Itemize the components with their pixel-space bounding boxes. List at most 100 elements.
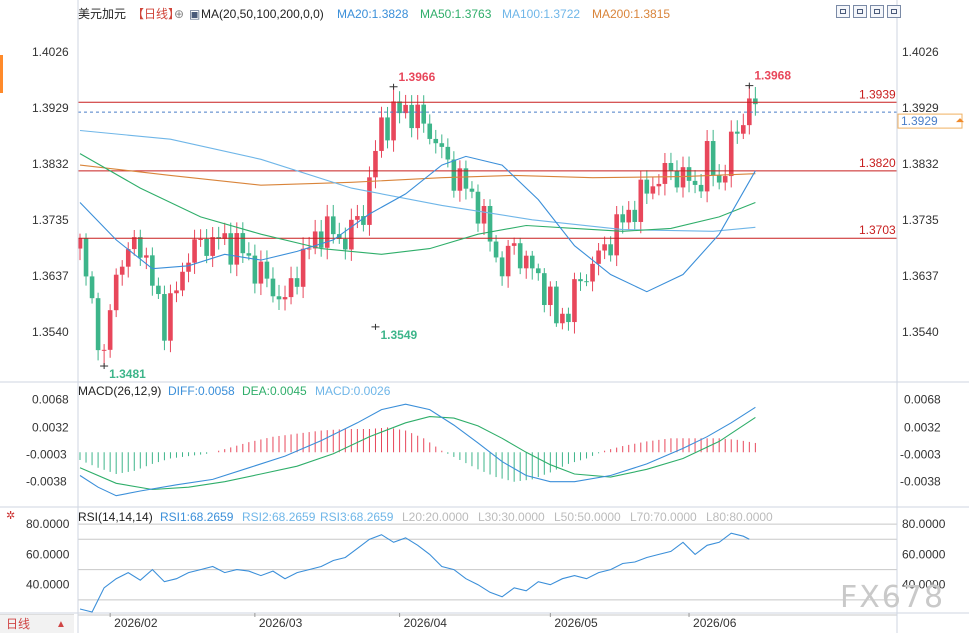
candle-body [542, 273, 547, 306]
zoom-out-button[interactable] [853, 5, 867, 18]
rsi-tick-label: 60.0000 [902, 547, 946, 561]
candle-body [101, 349, 107, 351]
candle-body [463, 168, 469, 189]
candle-body [710, 141, 716, 176]
candle-body [282, 297, 288, 300]
rsi-label: RSI(14,14,14) [78, 510, 153, 524]
price-pane[interactable]: 1.3939 1.3820 1.3703 1.3929 1.3481 1.3549 1.39… [77, 69, 964, 381]
candle-body [662, 162, 668, 184]
candle-body [373, 150, 378, 178]
candle-body [252, 255, 258, 284]
candle-body [722, 176, 728, 183]
info-icon[interactable]: ⊕ [174, 7, 184, 21]
candle-body [614, 214, 619, 256]
rsi-pane[interactable] [78, 523, 897, 616]
candle-body [584, 281, 589, 283]
macd-pane[interactable] [79, 403, 756, 497]
candle-body [379, 117, 384, 151]
rsi-l20: L20:20.0000 [402, 510, 469, 524]
candle-body [439, 143, 445, 147]
fit-button[interactable] [870, 5, 884, 18]
horizontal-level-label: 1.3703 [859, 223, 896, 237]
candle-body [529, 255, 535, 269]
symbol-title: 美元加元 [78, 7, 126, 21]
candle-body [306, 248, 312, 250]
candle-body [548, 286, 553, 306]
candle-body [349, 219, 354, 250]
candle-body [258, 261, 264, 284]
macd-tick-label: 0.0032 [904, 420, 941, 434]
candle-body [626, 209, 632, 223]
candle-body [156, 285, 161, 295]
price-tick-label: 1.3735 [32, 213, 69, 227]
candle-body [89, 276, 95, 299]
candle-body [445, 146, 451, 160]
candle-body [276, 296, 282, 300]
candle-body [680, 167, 686, 188]
ma200-line [79, 164, 756, 186]
macd-dea-line [79, 416, 756, 491]
candle-body [288, 278, 294, 298]
macd-label: MACD(26,12,9) [78, 384, 161, 398]
period-tag[interactable]: 【日线】 [132, 7, 180, 21]
candle-body [150, 255, 155, 286]
ma100-line [79, 129, 756, 232]
candle-body [728, 131, 734, 177]
rsi-l50: L50:50.0000 [554, 510, 621, 524]
candle-body [343, 238, 348, 250]
candle-body [95, 298, 101, 351]
ma50-line [79, 153, 756, 255]
candle-body [753, 98, 758, 105]
macd-tick-label: -0.0038 [26, 475, 67, 489]
ma100-value: MA100:1.3722 [502, 7, 580, 21]
candle-body [186, 262, 191, 272]
macd-tick-label: 0.0032 [32, 420, 69, 434]
period-selector-button[interactable]: 日线 ▲ [0, 614, 74, 633]
candle-body [361, 216, 366, 225]
candle-body [125, 249, 131, 267]
candle-body [668, 162, 674, 171]
candle-body [234, 233, 240, 265]
caret-up-icon: ▲ [56, 619, 66, 630]
macd-tick-label: 0.0068 [904, 393, 941, 407]
horizontal-level-label: 1.3820 [859, 156, 896, 170]
candle-body [457, 168, 463, 191]
candle-body [228, 233, 234, 265]
candle-body [107, 310, 113, 350]
zoom-in-button[interactable] [836, 5, 850, 18]
candle-body [264, 261, 270, 279]
rsi-line [79, 532, 750, 613]
candle-body [517, 243, 523, 269]
candle-body [330, 216, 336, 235]
rsi-tick-label: 80.0000 [902, 517, 946, 531]
candle-body [222, 233, 228, 239]
candle-body [686, 167, 692, 181]
price-tick-label: 1.3929 [32, 101, 69, 115]
candle-body [77, 238, 83, 249]
extreme-label: 1.3481 [109, 367, 146, 381]
candle-body [716, 175, 722, 183]
candle-body [650, 186, 656, 194]
candle-body [632, 209, 638, 222]
rsi-l30: L30:30.0000 [478, 510, 545, 524]
candle-body [385, 117, 390, 141]
ma-indicator-icon[interactable]: ▣ [189, 7, 200, 21]
current-price-label: 1.3929 [901, 114, 938, 128]
extreme-label: 1.3966 [399, 70, 436, 84]
rsi-tick-label: 40.0000 [902, 578, 946, 592]
rsi-settings-icon[interactable]: ✲ [6, 510, 16, 522]
price-tick-label: 1.3540 [902, 325, 939, 339]
candle-body [572, 279, 577, 323]
period-selector-label: 日线 [6, 617, 31, 631]
candle-body [113, 274, 119, 311]
extreme-label: 1.3549 [380, 328, 417, 342]
candle-body [409, 104, 414, 129]
candle-body [367, 177, 372, 225]
candle-body [210, 237, 215, 256]
candle-body [554, 286, 559, 324]
fullscreen-button[interactable] [887, 5, 901, 18]
candle-body [734, 131, 740, 134]
rsi-l80: L80:80.0000 [706, 510, 773, 524]
candle-body [493, 241, 499, 258]
